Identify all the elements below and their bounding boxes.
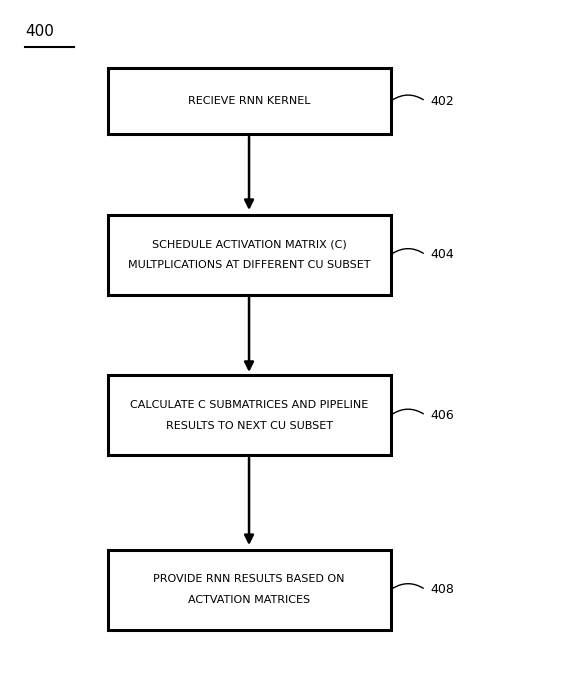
Text: ACTVATION MATRICES: ACTVATION MATRICES [188,595,310,605]
Bar [108,375,391,455]
Text: 406: 406 [430,409,454,422]
Text: MULTPLICATIONS AT DIFFERENT CU SUBSET: MULTPLICATIONS AT DIFFERENT CU SUBSET [128,260,370,270]
Bar [108,68,391,134]
Text: CALCULATE C SUBMATRICES AND PIPELINE: CALCULATE C SUBMATRICES AND PIPELINE [130,400,368,410]
Bar [108,215,391,295]
Text: RESULTS TO NEXT CU SUBSET: RESULTS TO NEXT CU SUBSET [165,421,333,431]
Text: SCHEDULE ACTIVATION MATRIX (C): SCHEDULE ACTIVATION MATRIX (C) [152,239,346,249]
Text: 400: 400 [25,24,54,39]
Text: 404: 404 [430,248,454,261]
Text: PROVIDE RNN RESULTS BASED ON: PROVIDE RNN RESULTS BASED ON [153,574,345,584]
Text: 402: 402 [430,95,454,107]
Bar [108,550,391,630]
Text: RECIEVE RNN KERNEL: RECIEVE RNN KERNEL [188,96,310,106]
Text: 408: 408 [430,584,454,596]
